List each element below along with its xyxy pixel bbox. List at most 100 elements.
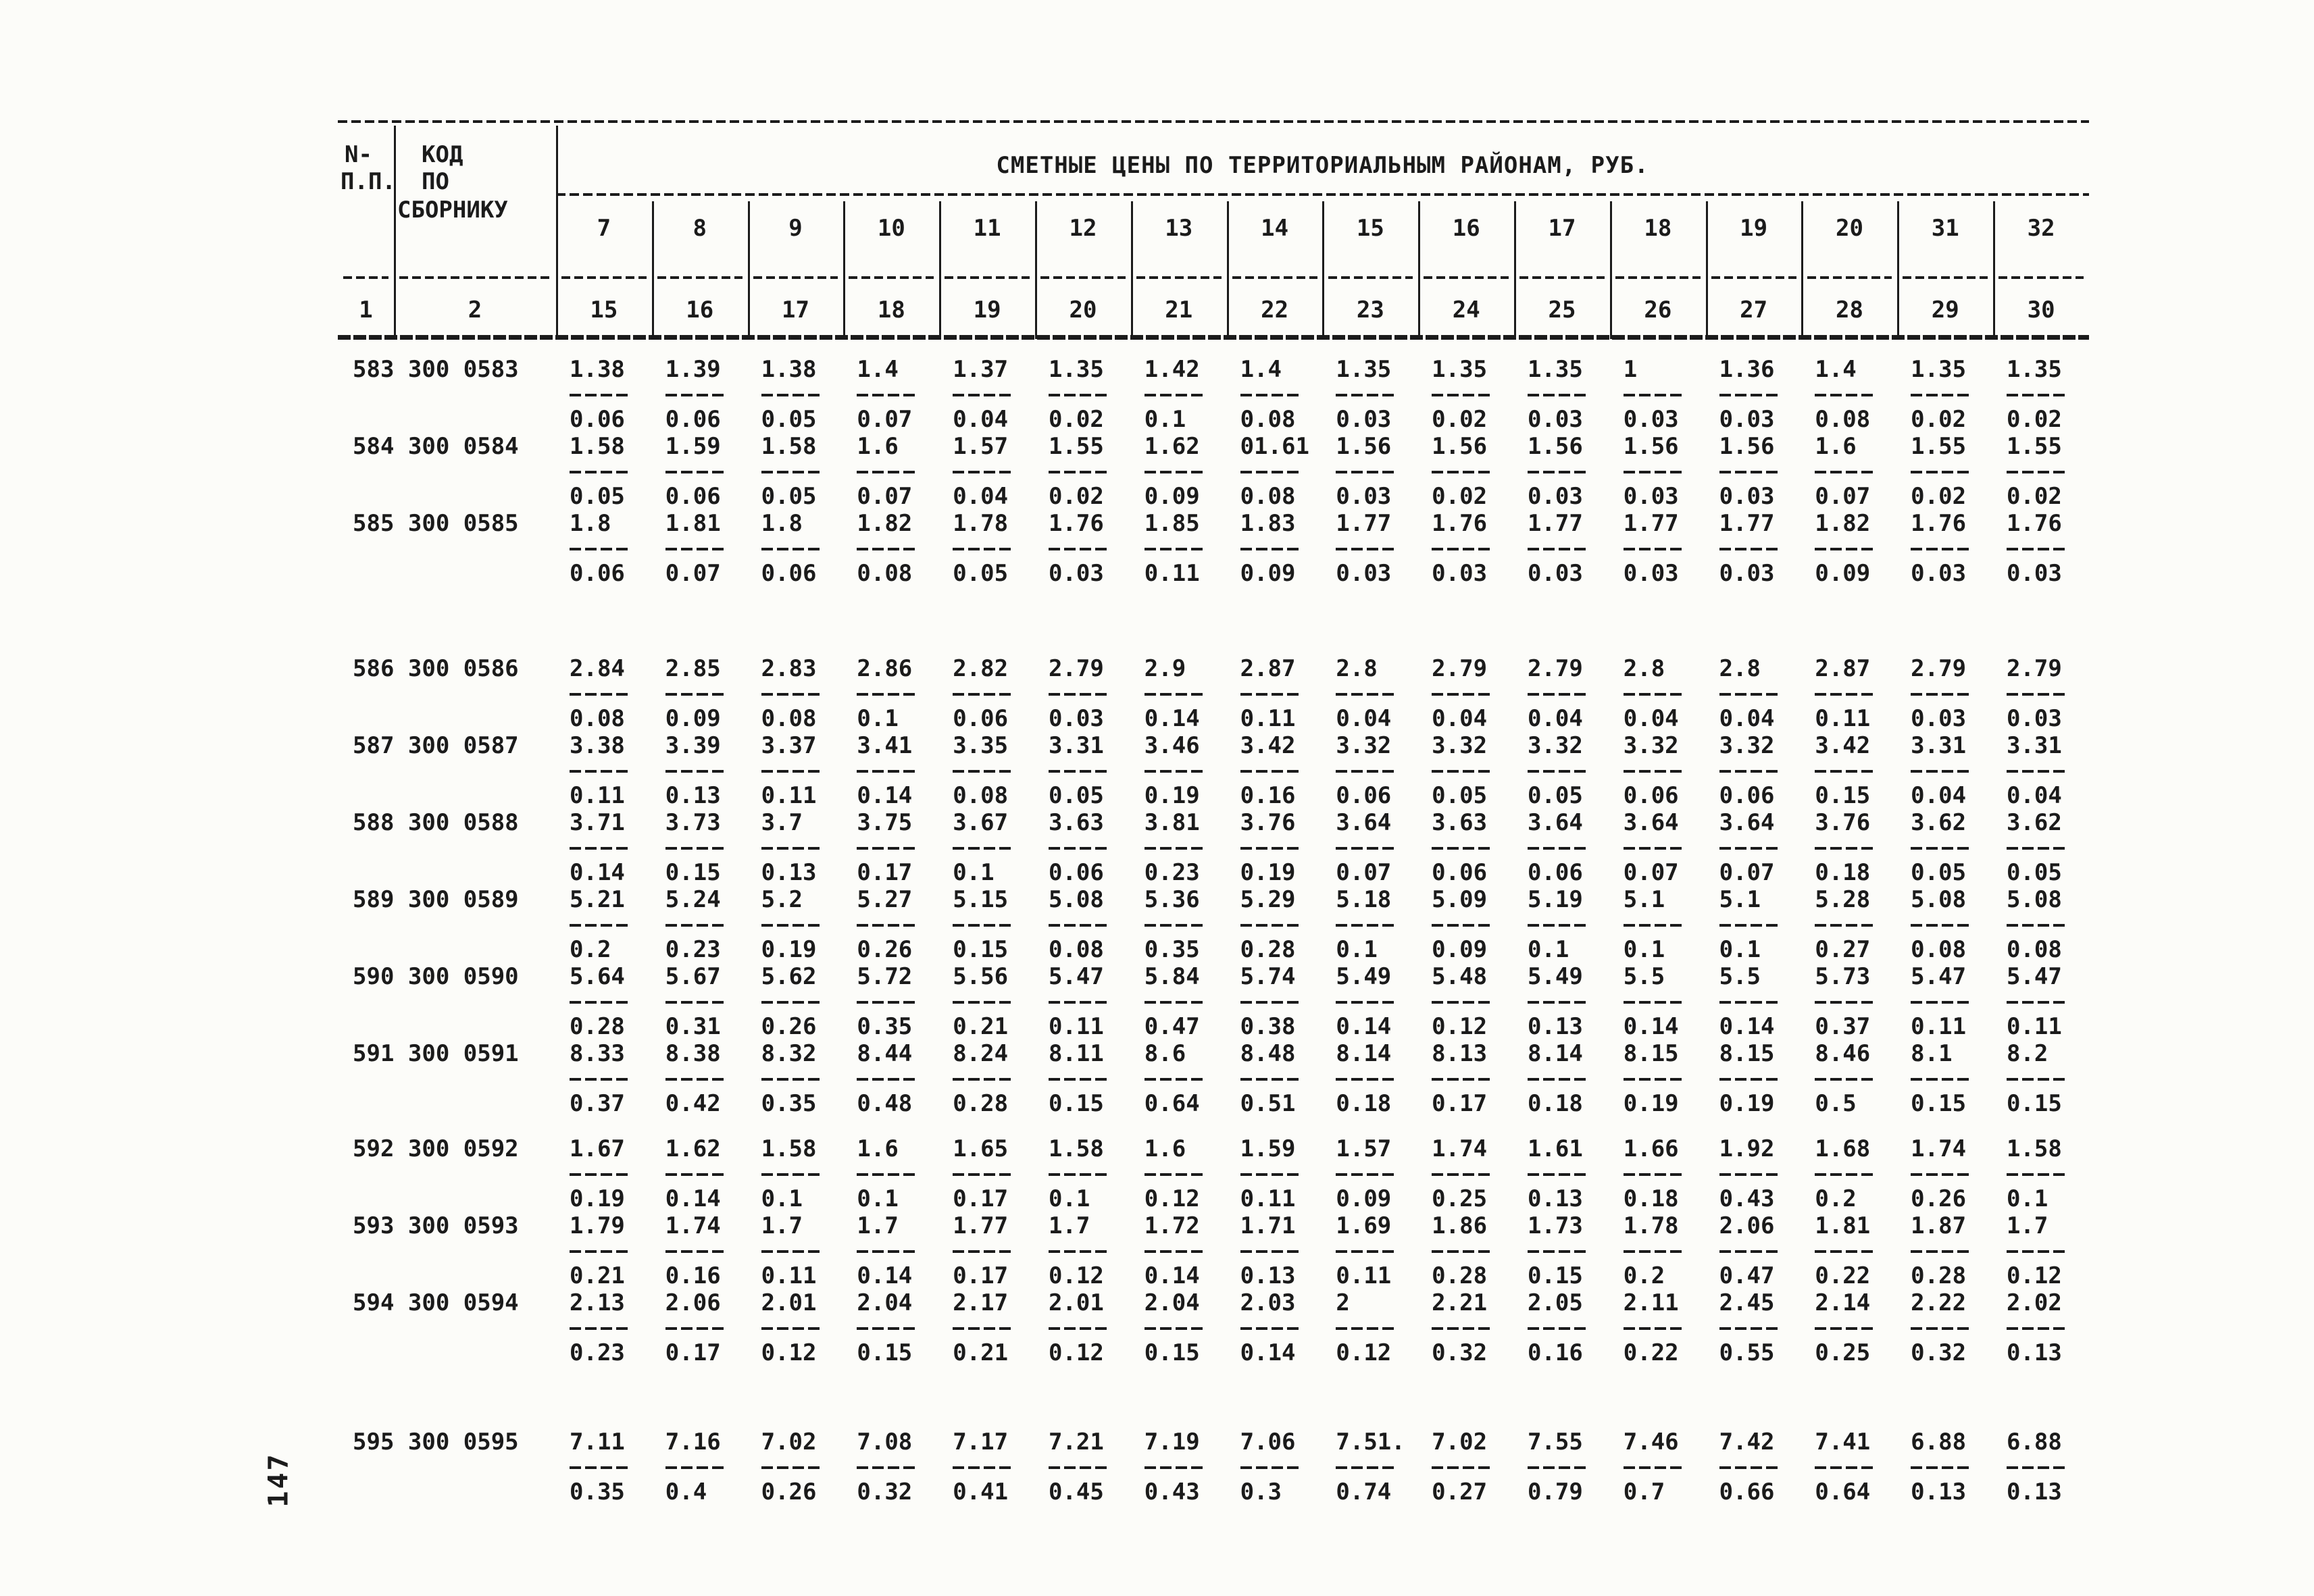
fraction-bar-line xyxy=(1815,923,1875,927)
price-numerator: 2.79 xyxy=(1911,655,1967,682)
price-cell: 1.58 0.05 xyxy=(748,434,844,509)
district-number-top: 8 xyxy=(693,215,707,242)
column-separator xyxy=(1035,201,1037,339)
column-separator xyxy=(843,201,845,339)
price-numerator: 3.64 xyxy=(1527,809,1583,836)
price-numerator: 7.06 xyxy=(1240,1428,1296,1456)
price-denominator: 0.04 xyxy=(1432,705,1488,732)
price-cell: 7.21 0.45 xyxy=(1035,1430,1131,1505)
fraction-bar-line xyxy=(953,692,1013,696)
fraction-bar xyxy=(665,382,748,407)
price-cell: 3.31 0.04 xyxy=(1993,733,2089,808)
column-separator xyxy=(556,126,558,339)
price-denominator: 0.08 xyxy=(953,782,1009,809)
price-cell: 5.5 0.14 xyxy=(1706,964,1802,1039)
price-numerator: 1.55 xyxy=(1048,433,1104,460)
fraction-bar-line xyxy=(665,1466,725,1469)
col-npp-header-line1: N- xyxy=(345,141,372,168)
fraction-bar-line xyxy=(1240,923,1300,927)
price-cell: 3.64 0.06 xyxy=(1514,810,1610,885)
row-label: 587 300 0587 xyxy=(353,732,519,759)
price-denominator: 0.17 xyxy=(665,1339,721,1366)
fraction-bar-line xyxy=(761,1077,821,1081)
row-group: 586 300 0586 2.84 0.08 2.85 0.09 2.83 0.08 2.86… xyxy=(338,657,2089,1116)
fraction-bar-line xyxy=(1527,470,1587,473)
price-cell: 1.58 0.1 xyxy=(1993,1137,2089,1212)
fraction-bar xyxy=(1336,912,1418,937)
fraction-bar-line xyxy=(857,1173,917,1176)
price-denominator: 0.14 xyxy=(1144,705,1200,732)
fraction-bar xyxy=(1719,681,1802,706)
price-numerator: 3.62 xyxy=(2006,809,2062,836)
price-cell: 3.7 0.13 xyxy=(748,810,844,885)
fraction-bar-line xyxy=(570,1000,629,1004)
price-numerator: 2.87 xyxy=(1815,655,1871,682)
fraction-bar-line xyxy=(1240,1250,1300,1253)
fraction-bar xyxy=(1815,1316,1897,1341)
fraction-bar xyxy=(1048,1162,1131,1187)
fraction-bar xyxy=(1432,1066,1514,1091)
price-denominator: 0.05 xyxy=(1048,782,1104,809)
fraction-bar-line xyxy=(1719,1327,1779,1330)
header-top-rule xyxy=(338,120,2089,123)
column-separator xyxy=(1322,201,1324,339)
price-cell: 7.08 0.32 xyxy=(843,1430,939,1505)
fraction-bar-line xyxy=(1144,1466,1204,1469)
price-cell: 1.87 0.28 xyxy=(1897,1214,1993,1289)
price-denominator: 0.28 xyxy=(1911,1262,1967,1289)
price-numerator: 1.66 xyxy=(1623,1135,1679,1162)
price-numerator: 7.11 xyxy=(570,1428,625,1456)
fraction-bar xyxy=(857,1239,939,1264)
header-dash-cell xyxy=(652,276,748,279)
price-numerator: 2.85 xyxy=(665,655,721,682)
fraction-bar xyxy=(953,758,1035,783)
header-dash-cell xyxy=(1706,276,1802,279)
district-number-bottom: 27 xyxy=(1740,297,1768,324)
price-cell: 1.71 0.13 xyxy=(1227,1214,1323,1289)
price-numerator: 1.82 xyxy=(1815,510,1871,537)
price-numerator: 8.46 xyxy=(1815,1040,1871,1067)
price-denominator: 0.06 xyxy=(1048,859,1104,886)
fraction-bar-line xyxy=(570,692,629,696)
price-cell: 5.15 0.15 xyxy=(939,887,1035,962)
fraction-bar xyxy=(665,1316,748,1341)
price-numerator: 3.42 xyxy=(1240,732,1296,759)
price-denominator: 0.04 xyxy=(1911,782,1967,809)
price-cell: 2.79 0.04 xyxy=(1514,657,1610,731)
price-cell: 7.17 0.41 xyxy=(939,1430,1035,1505)
fraction-bar-line xyxy=(1048,923,1108,927)
price-cell: 2.14 0.25 xyxy=(1801,1291,1897,1366)
fraction-bar xyxy=(1336,382,1418,407)
fraction-bar-line xyxy=(2006,692,2066,696)
price-denominator: 0.66 xyxy=(1719,1478,1775,1505)
fraction-bar xyxy=(1623,536,1706,561)
fraction-bar xyxy=(857,1066,939,1091)
price-numerator: 1.81 xyxy=(665,510,721,537)
price-cell: 7.16 0.4 xyxy=(652,1430,748,1505)
fraction-bar-line xyxy=(570,470,629,473)
price-numerator: 01.61 xyxy=(1240,433,1309,460)
dash-segment xyxy=(945,276,1030,279)
price-numerator: 1.61 xyxy=(1527,1135,1583,1162)
price-cell: 3.76 0.19 xyxy=(1227,810,1323,885)
fraction-bar-line xyxy=(1432,547,1492,550)
fraction-bar xyxy=(1911,912,1993,937)
price-cell: 3.32 0.05 xyxy=(1514,733,1610,808)
price-denominator: 0.02 xyxy=(1911,483,1967,510)
price-cell: 2.05 0.16 xyxy=(1514,1291,1610,1366)
price-cell: 3.38 0.11 xyxy=(556,733,652,808)
fraction-bar xyxy=(1144,1239,1227,1264)
price-cell: 7.55 0.79 xyxy=(1514,1430,1610,1505)
price-cell: 2.87 0.11 xyxy=(1801,657,1897,731)
fraction-bar xyxy=(570,1066,652,1091)
fraction-bar-line xyxy=(1048,692,1108,696)
price-cell: 5.1 0.1 xyxy=(1610,887,1706,962)
price-cell: 3.35 0.08 xyxy=(939,733,1035,808)
column-separator xyxy=(1897,201,1899,339)
price-denominator: 0.13 xyxy=(1240,1262,1296,1289)
dash-segment xyxy=(1040,276,1126,279)
price-numerator: 1.68 xyxy=(1815,1135,1871,1162)
price-cell: 2.45 0.55 xyxy=(1706,1291,1802,1366)
fraction-bar-line xyxy=(1336,769,1396,773)
fraction-bar-line xyxy=(1815,1077,1875,1081)
